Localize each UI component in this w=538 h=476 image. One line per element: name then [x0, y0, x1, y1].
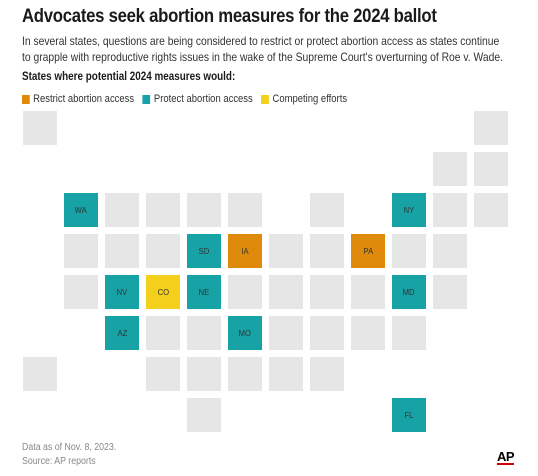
- state-tile: [146, 234, 180, 268]
- state-tile-mo: MO: [228, 316, 262, 350]
- legend-label-competing: Competing efforts: [272, 93, 348, 105]
- state-tile-wa: WA: [64, 193, 98, 227]
- state-tile: [351, 316, 385, 350]
- state-tile-sd: SD: [187, 234, 221, 268]
- footer-notes: Data as of Nov. 8, 2023. Source: AP repo…: [22, 441, 116, 469]
- state-tile: [187, 357, 221, 391]
- state-tile-label: MD: [403, 287, 415, 297]
- state-tile-label: WA: [74, 205, 88, 215]
- state-tile: [433, 193, 467, 227]
- state-tile: [474, 152, 508, 186]
- state-tile-md: MD: [392, 275, 426, 309]
- state-tile: [269, 234, 303, 268]
- state-tile: [146, 357, 180, 391]
- state-tile-ny: NY: [392, 193, 426, 227]
- legend-item-protect: Protect abortion access: [142, 93, 253, 105]
- state-tile: [23, 111, 57, 145]
- state-tile-label: NY: [403, 205, 415, 215]
- state-tile: [310, 275, 344, 309]
- state-tile: [64, 234, 98, 268]
- state-tile: [474, 111, 508, 145]
- map-section-label: States where potential 2024 measures wou…: [22, 71, 236, 83]
- state-tile: [146, 193, 180, 227]
- state-tile-label: SD: [198, 246, 210, 256]
- state-tile: [392, 316, 426, 350]
- state-tile: [310, 357, 344, 391]
- state-tile-az: AZ: [105, 316, 139, 350]
- state-tile: [433, 234, 467, 268]
- state-tile-label: NV: [116, 287, 128, 297]
- state-tile: [310, 193, 344, 227]
- chart-subtitle: In several states, questions are being c…: [22, 34, 503, 64]
- state-tile-label: MO: [238, 328, 252, 338]
- state-tile: [269, 275, 303, 309]
- legend-swatch-restrict: [22, 94, 30, 104]
- state-tile: [392, 234, 426, 268]
- legend-label-protect: Protect abortion access: [153, 93, 253, 105]
- state-tile-label: CO: [157, 287, 169, 297]
- legend-swatch-competing: [261, 94, 270, 104]
- legend-item-competing: Competing efforts: [261, 93, 347, 105]
- state-tile: [105, 234, 139, 268]
- legend-item-restrict: Restrict abortion access: [22, 93, 134, 105]
- state-tile: [433, 152, 467, 186]
- state-tile-ia: IA: [228, 234, 262, 268]
- state-tile: [228, 193, 262, 227]
- state-tile: [433, 275, 467, 309]
- ap-logo-bar: [497, 463, 514, 465]
- state-tile: [23, 357, 57, 391]
- state-tile-ne: NE: [187, 275, 221, 309]
- chart-title: Advocates seek abortion measures for the…: [22, 6, 437, 27]
- state-tile: [228, 357, 262, 391]
- state-tile-label: PA: [363, 246, 373, 256]
- state-tile: [310, 316, 344, 350]
- state-tile-label: IA: [241, 246, 249, 256]
- state-tile-label: NE: [198, 287, 210, 297]
- legend-swatch-protect: [142, 94, 151, 104]
- state-tile-fl: FL: [392, 398, 426, 432]
- state-tile: [187, 398, 221, 432]
- state-tile: [228, 275, 262, 309]
- state-tile-pa: PA: [351, 234, 385, 268]
- ap-logo: AP: [497, 449, 515, 464]
- state-tile: [351, 275, 385, 309]
- source-note: Source: AP reports: [22, 456, 96, 467]
- state-tile-label: FL: [404, 410, 414, 420]
- state-tile: [105, 193, 139, 227]
- state-tile: [187, 193, 221, 227]
- state-tile-co: CO: [146, 275, 180, 309]
- state-tile: [146, 316, 180, 350]
- state-tile-nv: NV: [105, 275, 139, 309]
- state-tile: [64, 275, 98, 309]
- state-tile-label: AZ: [117, 328, 127, 338]
- state-tile: [269, 357, 303, 391]
- legend-label-restrict: Restrict abortion access: [33, 93, 135, 105]
- data-date-note: Data as of Nov. 8, 2023.: [22, 442, 117, 453]
- legend: Restrict abortion access Protect abortio…: [22, 93, 356, 105]
- state-tile: [474, 193, 508, 227]
- state-tile: [187, 316, 221, 350]
- state-tile: [269, 316, 303, 350]
- state-tile: [310, 234, 344, 268]
